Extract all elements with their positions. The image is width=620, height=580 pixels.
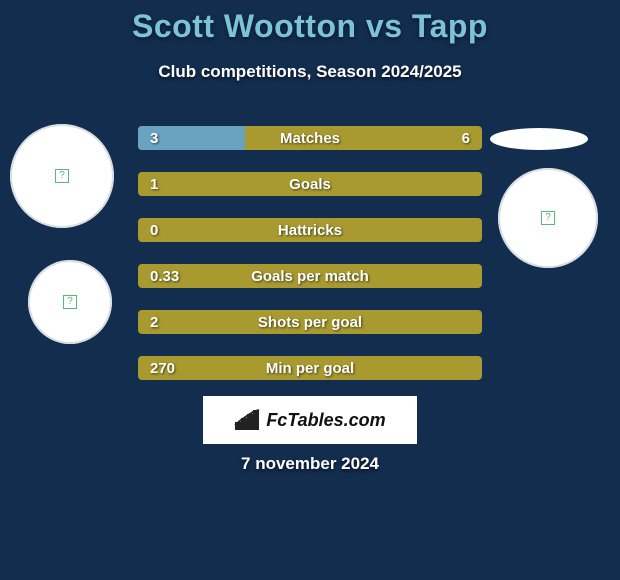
fctables-logo: FcTables.com [203,396,417,444]
stat-row: 1Goals [138,172,482,196]
image-placeholder-icon: ? [55,169,69,183]
stat-label: Hattricks [138,218,482,242]
page-subtitle: Club competitions, Season 2024/2025 [0,62,620,82]
stats-bars: 36Matches 1Goals 0Hattricks 0.33Goals per m… [138,126,482,380]
stat-label: Matches [138,126,482,150]
stat-label: Goals [138,172,482,196]
logo-text: FcTables.com [266,410,385,431]
image-placeholder-icon: ? [63,295,77,309]
club-left-avatar: ? [28,260,112,344]
stat-label: Goals per match [138,264,482,288]
stat-row: 0.33Goals per match [138,264,482,288]
stat-label: Shots per goal [138,310,482,334]
image-placeholder-icon: ? [541,211,555,225]
stat-row: 0Hattricks [138,218,482,242]
page-title: Scott Wootton vs Tapp [0,8,620,45]
stat-label: Min per goal [138,356,482,380]
player-left-avatar: ? [10,124,114,228]
club-right-avatar: ? [498,168,598,268]
stat-row: 2Shots per goal [138,310,482,334]
stat-row: 36Matches [138,126,482,150]
logo-chart-icon [234,409,260,431]
date-line: 7 november 2024 [0,454,620,474]
player-right-ellipse [490,128,588,150]
stat-row: 270Min per goal [138,356,482,380]
